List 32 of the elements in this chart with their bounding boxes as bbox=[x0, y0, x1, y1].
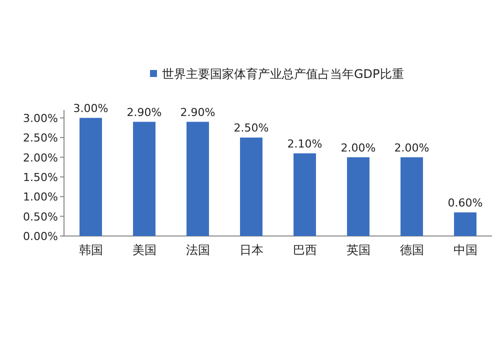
y-tick-label: 1.50% bbox=[23, 170, 58, 184]
x-tick-label: 英国 bbox=[346, 243, 370, 257]
data-label: 2.90% bbox=[180, 106, 216, 119]
bar bbox=[400, 157, 423, 236]
x-tick-label: 法国 bbox=[186, 243, 210, 257]
y-tick-label: 0.50% bbox=[23, 210, 58, 224]
y-tick-label: 2.00% bbox=[23, 151, 58, 164]
x-tick-label: 美国 bbox=[132, 243, 156, 257]
y-tick-label: 2.50% bbox=[23, 132, 58, 145]
x-tick-label: 中国 bbox=[453, 243, 478, 257]
data-label: 2.00% bbox=[340, 141, 376, 154]
y-tick-label: 1.00% bbox=[23, 190, 58, 204]
legend-label: 世界主要国家体育产业总产值占当年GDP比重 bbox=[162, 67, 404, 81]
x-tick-label: 德国 bbox=[400, 243, 424, 257]
bar bbox=[347, 157, 370, 236]
data-label: 2.50% bbox=[234, 122, 269, 135]
data-label: 2.00% bbox=[394, 141, 430, 154]
bar bbox=[454, 212, 476, 236]
data-label: 2.90% bbox=[126, 106, 162, 119]
data-label: 2.10% bbox=[287, 137, 322, 150]
y-tick-label: 3.00% bbox=[23, 112, 58, 125]
data-label: 0.60% bbox=[448, 196, 483, 210]
bar bbox=[240, 138, 262, 236]
x-tick-label: 韩国 bbox=[78, 243, 103, 257]
bar bbox=[80, 118, 102, 236]
bar bbox=[294, 153, 316, 236]
y-tick-label: 0.00% bbox=[23, 230, 58, 243]
bar bbox=[186, 122, 209, 236]
data-label: 3.00% bbox=[73, 102, 108, 115]
bar bbox=[133, 122, 156, 236]
x-tick-label: 巴西 bbox=[292, 243, 317, 257]
x-tick-label: 日本 bbox=[239, 243, 264, 257]
